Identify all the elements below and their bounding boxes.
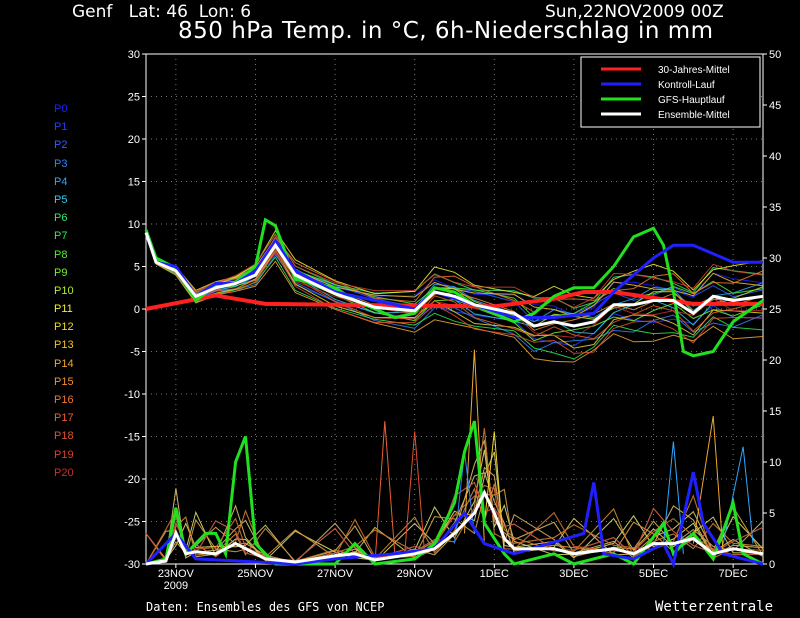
temp-series-30-jahres-mittel (145, 290, 763, 311)
member-precip-peak (374, 421, 396, 565)
y-right-tick-label: 40 (769, 151, 781, 163)
member-temp-line (145, 232, 764, 353)
member-temp-line (145, 232, 764, 354)
x-tick-label: 29NOV (397, 568, 434, 580)
ensemble-member-label: P0 (54, 103, 68, 115)
ensemble-member-label: P7 (54, 230, 68, 243)
member-precip-line (145, 488, 764, 565)
legend-label: 30-Jahres-Mittel (658, 65, 730, 76)
ensemble-member-label: P2 (54, 139, 68, 152)
member-precip-peak (483, 431, 505, 554)
ensemble-member-label: P11 (54, 303, 73, 316)
y-right-tick-label: 0 (769, 559, 775, 571)
ensemble-member-label: P17 (54, 412, 74, 425)
y-left-tick-label: 30 (128, 49, 140, 61)
ensemble-member-label: P20 (54, 466, 74, 479)
ensemble-member-label: P14 (54, 357, 74, 370)
y-left-tick-label: 20 (128, 134, 140, 146)
member-temp-line (145, 232, 764, 340)
precip-series-kontroll-lauf (144, 471, 764, 569)
ensemble-member-label: P3 (54, 157, 68, 170)
plot-frame (145, 53, 764, 565)
y-left-tick-label: -20 (124, 474, 140, 486)
member-temp-line (145, 232, 764, 313)
y-right-tick-label: 35 (769, 202, 781, 214)
main-series-lines (144, 217, 764, 569)
ensemble-member-label: P6 (54, 212, 68, 225)
y-left-tick-label: 15 (128, 177, 140, 189)
ensemble-member-label: P19 (54, 448, 74, 461)
ensemble-member-label: P10 (54, 284, 74, 297)
data-source-label: Daten: Ensembles des GFS von NCEP (146, 600, 385, 614)
legend: 30-Jahres-Mittel Kontroll-Lauf GFS-Hauptla… (580, 56, 761, 128)
y-right-tick-label: 15 (769, 406, 781, 418)
brand-label: Wetterzentrale (655, 599, 774, 615)
member-temp-line (145, 232, 764, 308)
y-left-tick-label: 10 (128, 219, 140, 231)
y-left-tick-label: -15 (124, 432, 140, 444)
x-tick-label: 7DEC (718, 568, 747, 580)
ensemble-member-label: P4 (54, 175, 68, 188)
location-label: Genf Lat: 46 Lon: 6 (72, 2, 252, 22)
y-left-tick-label: -30 (124, 559, 140, 571)
y-right-tick-label: 30 (769, 253, 781, 265)
x-tick-label: 25NOV (237, 568, 274, 580)
member-precip-peak (404, 431, 426, 554)
chart-title: 850 hPa Temp. in °C, 6h-Niederschlag in … (178, 18, 714, 44)
x-tick-sublabel: 2009 (164, 580, 188, 592)
y-right-tick-label: 10 (769, 457, 781, 469)
ensemble-member-label: P12 (54, 321, 74, 334)
y-left-tick-label: 5 (134, 262, 140, 274)
precip-series-ensemble-mittel (145, 489, 764, 566)
x-tick-label: 23NOV (158, 568, 195, 580)
member-temp-line (145, 232, 764, 349)
ensemble-member-label: P5 (54, 193, 68, 206)
x-tick-label: 1DEC (480, 568, 509, 580)
y-right-tick-label: 45 (769, 100, 781, 112)
ensemble-member-label: P18 (54, 430, 74, 443)
x-tick-label: 5DEC (639, 568, 668, 580)
temp-series-gfs-hauptlauf (144, 217, 764, 358)
ensemble-member-label: P8 (54, 248, 68, 261)
x-tick-label: 3DEC (559, 568, 588, 580)
member-temp-line (145, 232, 764, 360)
y-left-tick-label: 25 (128, 92, 140, 104)
ensemble-member-label: P15 (54, 375, 74, 388)
ensemble-member-label: P1 (54, 121, 68, 134)
member-precip-line (145, 484, 764, 565)
legend-label: GFS-Hauptlauf (658, 95, 725, 106)
y-right-tick-label: 20 (769, 355, 781, 367)
ensemble-member-label: P13 (54, 339, 74, 352)
y-right-tick-label: 25 (769, 304, 781, 316)
member-temp-line (145, 232, 764, 317)
legend-label: Kontroll-Lauf (658, 80, 715, 91)
run-date-label: Sun,22NOV2009 00Z (545, 2, 724, 22)
ensemble-member-label: P9 (54, 266, 68, 279)
ensemble-member-label: P16 (54, 394, 74, 406)
x-tick-label: 27NOV (317, 568, 354, 580)
legend-label: Ensemble-Mittel (658, 110, 730, 121)
y-right-tick-label: 5 (769, 508, 775, 520)
y-right-tick-label: 50 (769, 49, 781, 61)
y-left-tick-label: -10 (124, 389, 140, 401)
y-left-tick-label: -25 (124, 517, 140, 529)
member-precip-peak (663, 441, 684, 554)
temp-series-ensemble-mittel (144, 232, 764, 328)
y-left-tick-label: 0 (134, 304, 140, 316)
ensemble-member-list: P0 P1 P2 P3 P4 P5 P6 P7 P8 P9 P10 P11 P12 P13 P14 P15 P1… (54, 100, 114, 482)
y-left-tick-label: -5 (130, 347, 140, 359)
member-precip-line (145, 451, 764, 565)
